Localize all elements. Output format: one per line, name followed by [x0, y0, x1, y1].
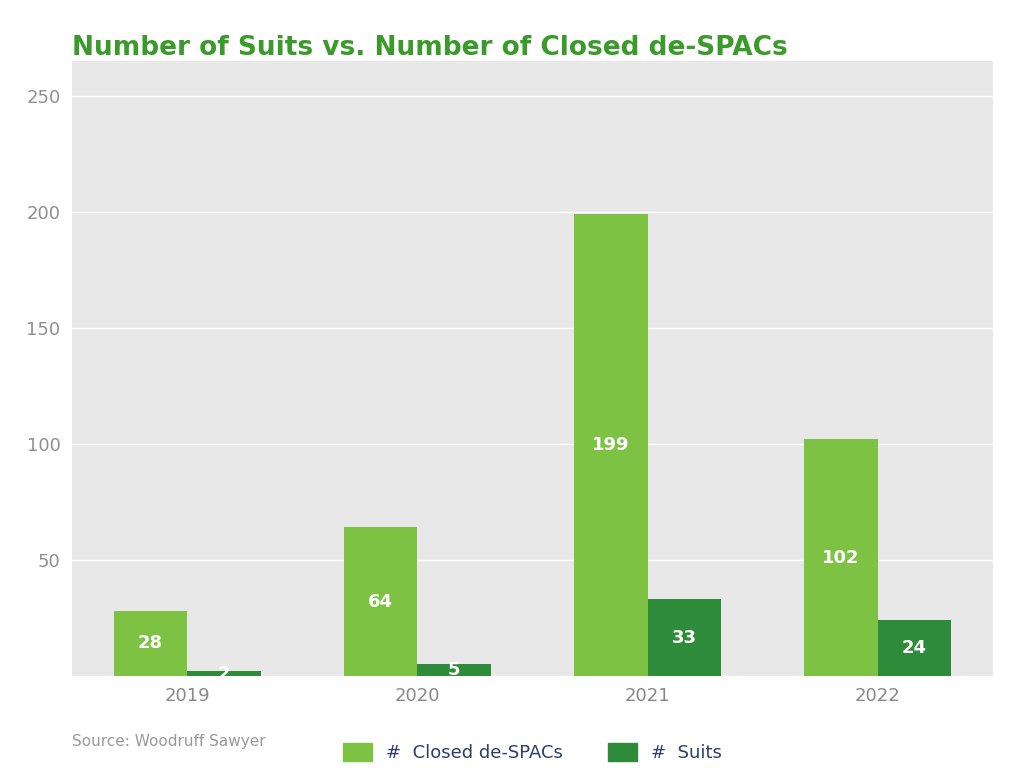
Text: Number of Suits vs. Number of Closed de-SPACs: Number of Suits vs. Number of Closed de-…	[72, 35, 787, 61]
Text: 2: 2	[218, 664, 230, 683]
Legend: #  Closed de-SPACs, #  Suits: # Closed de-SPACs, # Suits	[334, 734, 731, 768]
Bar	[114, 611, 187, 676]
Text: Source: Woodruff Sawyer: Source: Woodruff Sawyer	[72, 733, 265, 749]
Bar	[878, 621, 951, 676]
Bar	[344, 528, 418, 676]
Text: 24: 24	[902, 639, 927, 657]
Bar	[187, 671, 261, 676]
Text: 64: 64	[368, 593, 393, 611]
Bar	[804, 439, 878, 676]
Text: 199: 199	[592, 436, 630, 454]
Bar	[573, 214, 647, 676]
Text: 28: 28	[138, 634, 163, 652]
Text: 102: 102	[822, 548, 860, 567]
Bar	[418, 664, 492, 676]
Text: 5: 5	[447, 661, 461, 679]
Bar	[647, 599, 721, 676]
Text: 33: 33	[672, 628, 697, 647]
